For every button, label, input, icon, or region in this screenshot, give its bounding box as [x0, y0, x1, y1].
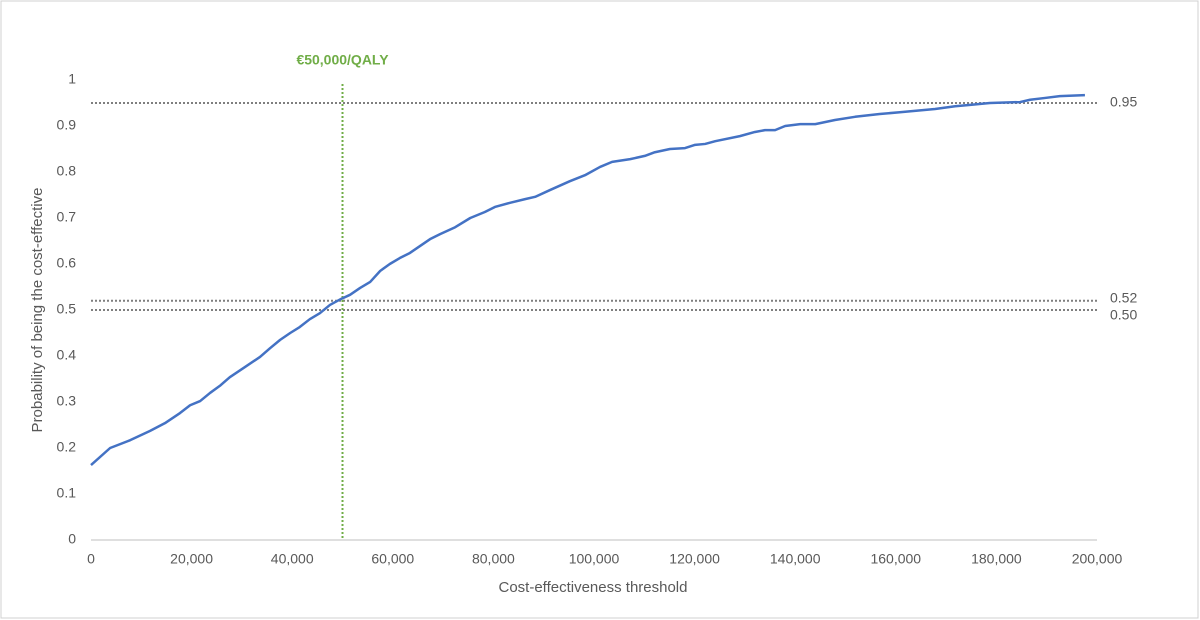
- x-tick-label: 120,000: [669, 551, 720, 567]
- y-tick-label: 1: [68, 71, 76, 87]
- y-tick-label: 0: [68, 531, 76, 547]
- y-tick-label: 0.3: [57, 393, 77, 409]
- x-tick-label: 20,000: [170, 551, 213, 567]
- y-tick-label: 0.5: [57, 301, 77, 317]
- x-tick-label: 140,000: [770, 551, 821, 567]
- y-tick-label: 0.8: [57, 163, 77, 179]
- y-tick-label: 0.7: [57, 209, 77, 225]
- x-axis-title: Cost-effectiveness threshold: [499, 579, 688, 596]
- x-tick-label: 180,000: [971, 551, 1022, 567]
- x-tick-label: 100,000: [569, 551, 620, 567]
- x-tick-label: 0: [87, 551, 95, 567]
- y-tick-label: 0.9: [57, 117, 77, 133]
- reference-label: 0.50: [1110, 307, 1137, 323]
- y-tick-label: 0.6: [57, 255, 77, 271]
- x-tick-label: 80,000: [472, 551, 515, 567]
- x-tick-label: 200,000: [1072, 551, 1123, 567]
- reference-label: 0.95: [1110, 94, 1137, 110]
- x-tick-label: 160,000: [870, 551, 921, 567]
- x-tick-label: 40,000: [271, 551, 314, 567]
- y-tick-label: 0.4: [57, 347, 77, 363]
- series-line: [90, 93, 1085, 466]
- reference-label: 0.52: [1110, 290, 1137, 306]
- y-tick-label: 0.1: [57, 485, 77, 501]
- y-tick-label: 0.2: [57, 439, 77, 455]
- y-axis-title: Probability of being the cost-effective: [29, 188, 46, 433]
- x-tick-label: 60,000: [371, 551, 414, 567]
- threshold-label: €50,000/QALY: [296, 52, 389, 68]
